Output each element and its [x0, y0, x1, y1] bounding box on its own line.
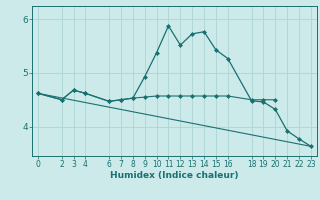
X-axis label: Humidex (Indice chaleur): Humidex (Indice chaleur) [110, 171, 239, 180]
